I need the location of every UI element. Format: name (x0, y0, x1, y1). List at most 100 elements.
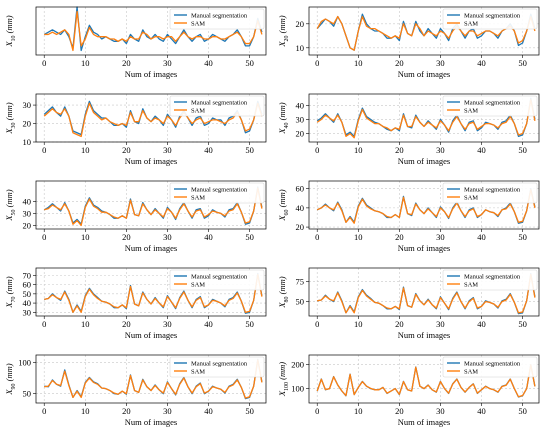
y-tick-label: 30 (296, 114, 305, 124)
legend-label: Manual segmentation (191, 12, 248, 19)
y-tick-label: 40 (296, 100, 305, 110)
y-tick-label: 50 (23, 289, 32, 299)
legend-label: SAM (191, 368, 205, 375)
x-tick-label: 0 (42, 58, 46, 68)
y-tick-label: 60 (23, 280, 32, 290)
x-axis-title: Num of images (125, 417, 177, 427)
plot-frame (35, 6, 267, 56)
plot-frame (35, 180, 267, 230)
x-tick-label: 40 (204, 145, 213, 155)
series-line-sam (44, 359, 263, 399)
legend-label: Manual segmentation (464, 273, 521, 280)
x-tick-label: 20 (395, 406, 404, 416)
plot-frame (35, 267, 267, 317)
y-tick-label: 20 (23, 220, 32, 230)
y-axis-title: X60 (mm) (277, 189, 290, 221)
series-line-sam (316, 99, 536, 139)
x-tick-label: 10 (354, 145, 363, 155)
series-line-sam (43, 102, 263, 138)
y-tick-label: 30 (23, 208, 32, 218)
x-tick-label: 30 (436, 319, 445, 329)
legend-box (442, 356, 538, 378)
x-tick-label: 0 (42, 232, 46, 242)
y-axis-title: X20 (mm) (277, 15, 290, 47)
x-axis-title: Num of images (398, 330, 450, 340)
y-tick-label: 40 (296, 203, 305, 213)
legend-label: Manual segmentation (464, 12, 521, 19)
legend-box (169, 356, 265, 378)
x-tick-label: 40 (204, 406, 213, 416)
legend-label: Manual segmentation (191, 99, 248, 106)
y-tick-label: 50 (296, 297, 305, 307)
x-tick-label: 20 (395, 232, 404, 242)
series-line-sam (44, 273, 263, 313)
x-tick-label: 0 (315, 319, 319, 329)
x-tick-label: 10 (354, 58, 363, 68)
x-tick-label: 50 (245, 58, 254, 68)
plot-frame (308, 180, 540, 230)
y-tick-label: 20 (296, 19, 305, 29)
y-tick-label: 70 (23, 270, 32, 280)
legend-box (169, 182, 265, 204)
legend-label: Manual segmentation (464, 186, 521, 193)
x-tick-label: 20 (122, 58, 131, 68)
x-tick-label: 20 (122, 319, 131, 329)
x-axis-title: Num of images (125, 330, 177, 340)
x-tick-label: 40 (477, 232, 486, 242)
y-tick-label: 30 (23, 307, 32, 317)
x-tick-label: 40 (204, 319, 213, 329)
plot-frame (35, 354, 267, 404)
x-tick-label: 30 (436, 406, 445, 416)
x-tick-label: 30 (163, 232, 172, 242)
x-tick-label: 50 (245, 319, 254, 329)
legend-label: SAM (191, 194, 205, 201)
y-tick-label: 20 (296, 222, 305, 232)
series-line-sam (44, 187, 263, 227)
y-tick-label: 50 (23, 389, 32, 399)
x-tick-label: 40 (477, 145, 486, 155)
y-tick-label: 100 (291, 384, 304, 394)
legend-box (169, 8, 265, 30)
legend-label: SAM (464, 281, 478, 288)
legend-label: SAM (464, 194, 478, 201)
x-tick-label: 30 (163, 319, 172, 329)
y-tick-label: 40 (23, 196, 32, 206)
legend-label: SAM (191, 107, 205, 114)
x-tick-label: 0 (42, 406, 46, 416)
series-line-sam (44, 10, 263, 52)
x-tick-label: 50 (518, 58, 527, 68)
plot-frame (308, 93, 540, 143)
y-tick-label: 60 (296, 184, 305, 194)
series-line-manual (43, 100, 263, 136)
y-axis-title: X80 (mm) (277, 276, 290, 308)
x-tick-label: 20 (395, 58, 404, 68)
x-axis-title: Num of images (398, 243, 450, 253)
x-tick-label: 30 (163, 145, 172, 155)
x-tick-label: 0 (315, 406, 319, 416)
x-tick-label: 50 (245, 145, 254, 155)
x-tick-label: 40 (477, 319, 486, 329)
x-tick-label: 30 (436, 232, 445, 242)
x-tick-label: 10 (354, 232, 363, 242)
legend-box (442, 182, 538, 204)
legend-label: SAM (464, 368, 478, 375)
y-tick-label: 20 (296, 129, 305, 139)
legend-box (169, 95, 265, 117)
legend-label: Manual segmentation (191, 186, 248, 193)
x-tick-label: 0 (42, 145, 46, 155)
y-axis-title: X50 (mm) (4, 189, 17, 221)
x-tick-label: 0 (315, 145, 319, 155)
x-tick-label: 0 (315, 58, 319, 68)
